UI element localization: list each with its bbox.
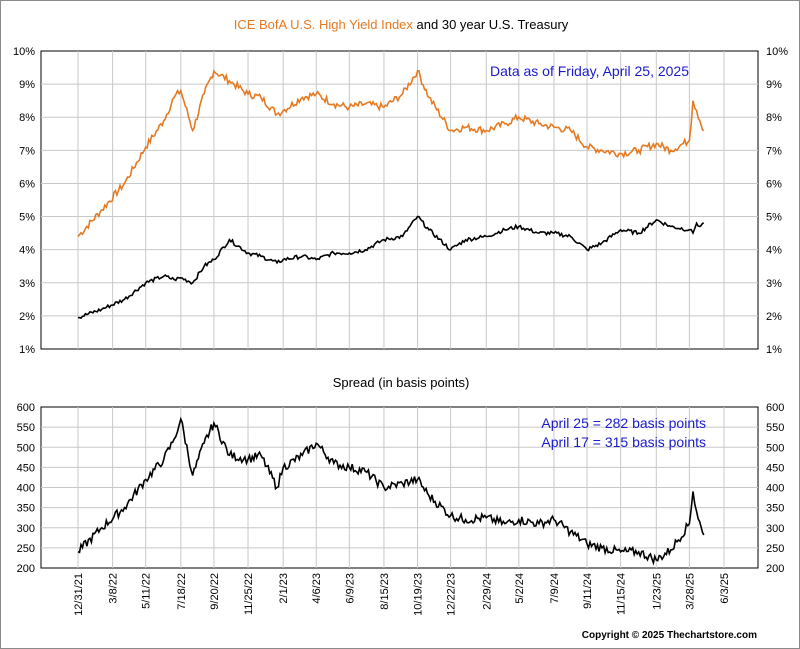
bottom-y-tick-label-right: 500 (766, 442, 784, 454)
x-tick-label: 8/15/23 (379, 573, 391, 610)
top-y-tick-label-left: 9% (19, 79, 35, 91)
bottom-y-tick-label-left: 500 (17, 442, 35, 454)
top-y-tick-label-left: 5% (19, 212, 35, 224)
bottom-y-axis-right: 200 250 300 350 400 450 500 550 600 (766, 402, 784, 575)
bottom-y-tick-label-left: 200 (17, 563, 35, 575)
x-tick-label: 3/28/25 (684, 573, 696, 610)
x-tick-label: 11/15/24 (616, 573, 628, 615)
bottom-y-tick-label-left: 250 (17, 543, 35, 555)
top-y-tick-label-right: 10% (766, 46, 788, 58)
x-axis: 12/31/21 3/8/22 5/11/22 7/18/22 9/20/22 11/25… (73, 573, 731, 616)
top-y-axis-left: 1% 2% 3% 4% 5% 6% 7% 8% 9% 10% (13, 46, 35, 356)
x-tick-label: 12/31/21 (73, 573, 85, 616)
bottom-y-tick-label-left: 600 (17, 402, 35, 414)
x-tick-label: 5/2/24 (514, 573, 526, 604)
x-tick-label: 5/11/22 (141, 573, 153, 609)
top-y-axis-right: 1% 2% 3% 4% 5% 6% 7% 8% 9% 10% (766, 46, 788, 356)
top-gridlines (41, 51, 758, 349)
top-y-tick-label-right: 7% (766, 145, 782, 157)
top-y-tick-label-left: 2% (19, 311, 35, 323)
top-y-tick-label-right: 9% (766, 79, 782, 91)
top-y-tick-label-left: 1% (19, 344, 35, 356)
top-y-tick-label-right: 6% (766, 178, 782, 190)
top-y-tick-label-right: 2% (766, 311, 782, 323)
top-plot-frame (40, 50, 759, 350)
top-y-tick-label-right: 8% (766, 112, 782, 124)
x-tick-label: 7/18/22 (176, 573, 188, 610)
x-tick-label: 6/9/23 (344, 573, 356, 604)
top-y-tick-label-left: 7% (19, 145, 35, 157)
bottom-y-tick-label-right: 600 (766, 402, 784, 414)
top-y-tick-label-right: 4% (766, 245, 782, 257)
bottom-y-tick-label-right: 400 (766, 483, 784, 495)
bottom-y-tick-label-right: 200 (766, 563, 784, 575)
bottom-y-tick-label-right: 450 (766, 462, 784, 474)
chart-title-part1: ICE BofA U.S. High Yield Index (234, 17, 414, 32)
top-y-tick-label-left: 10% (13, 46, 35, 58)
series-line-spread (77, 416, 705, 566)
bottom-gridlines (41, 407, 758, 568)
top-y-tick-label-right: 3% (766, 278, 782, 290)
copyright-text: Copyright © 2025 Thechartstore.com (582, 630, 757, 641)
x-tick-label: 10/19/23 (413, 573, 425, 616)
x-tick-label: 2/1/23 (278, 573, 290, 604)
bottom-y-tick-label-right: 350 (766, 503, 784, 515)
x-tick-label: 7/9/24 (549, 573, 561, 604)
series-line-30yr-treasury (77, 215, 704, 320)
bottom-y-tick-label-left: 350 (17, 503, 35, 515)
top-annotation: Data as of Friday, April 25, 2025 (490, 63, 689, 79)
series-line-high-yield-index (77, 68, 705, 237)
x-tick-label: 12/22/23 (446, 573, 458, 616)
spread-annotation-2: April 17 = 315 basis points (541, 434, 706, 450)
bottom-panel: Spread (in basis points) 200 250 300 350 400… (17, 375, 785, 575)
bottom-y-tick-label-left: 450 (17, 462, 35, 474)
bottom-y-tick-label-left: 400 (17, 483, 35, 495)
top-y-tick-label-left: 3% (19, 278, 35, 290)
top-y-tick-label-left: 4% (19, 245, 35, 257)
spread-panel-title: Spread (in basis points) (333, 375, 470, 390)
bottom-y-tick-label-right: 300 (766, 523, 784, 535)
x-tick-label: 11/25/22 (243, 573, 255, 615)
x-tick-label: 4/6/23 (311, 573, 323, 604)
top-y-tick-label-left: 8% (19, 112, 35, 124)
x-tick-label: 3/8/22 (108, 573, 120, 604)
top-y-tick-label-right: 1% (766, 344, 782, 356)
top-panel: 1% 2% 3% 4% 5% 6% 7% 8% 9% 10% 1% 2% 3% 4% 5% 6% 7% 8% 9%… (13, 46, 788, 356)
bottom-y-tick-label-right: 250 (766, 543, 784, 555)
bottom-y-tick-label-right: 550 (766, 422, 784, 434)
top-y-tick-label-right: 5% (766, 212, 782, 224)
chart-title-part2: and 30 year U.S. Treasury (413, 17, 569, 32)
bottom-y-tick-label-left: 550 (17, 422, 35, 434)
x-tick-label: 1/23/25 (651, 573, 663, 610)
chart-title: ICE BofA U.S. High Yield Index and 30 ye… (234, 17, 569, 32)
x-tick-label: 9/20/22 (209, 573, 221, 610)
bottom-y-tick-label-left: 300 (17, 523, 35, 535)
x-tick-label: 2/29/24 (481, 573, 493, 610)
x-tick-label: 6/3/25 (719, 573, 731, 604)
x-tick-label: 9/11/24 (582, 573, 594, 609)
bottom-y-axis-left: 200 250 300 350 400 450 500 550 600 (17, 402, 35, 575)
top-y-tick-label-left: 6% (19, 178, 35, 190)
spread-annotation-1: April 25 = 282 basis points (541, 415, 706, 431)
